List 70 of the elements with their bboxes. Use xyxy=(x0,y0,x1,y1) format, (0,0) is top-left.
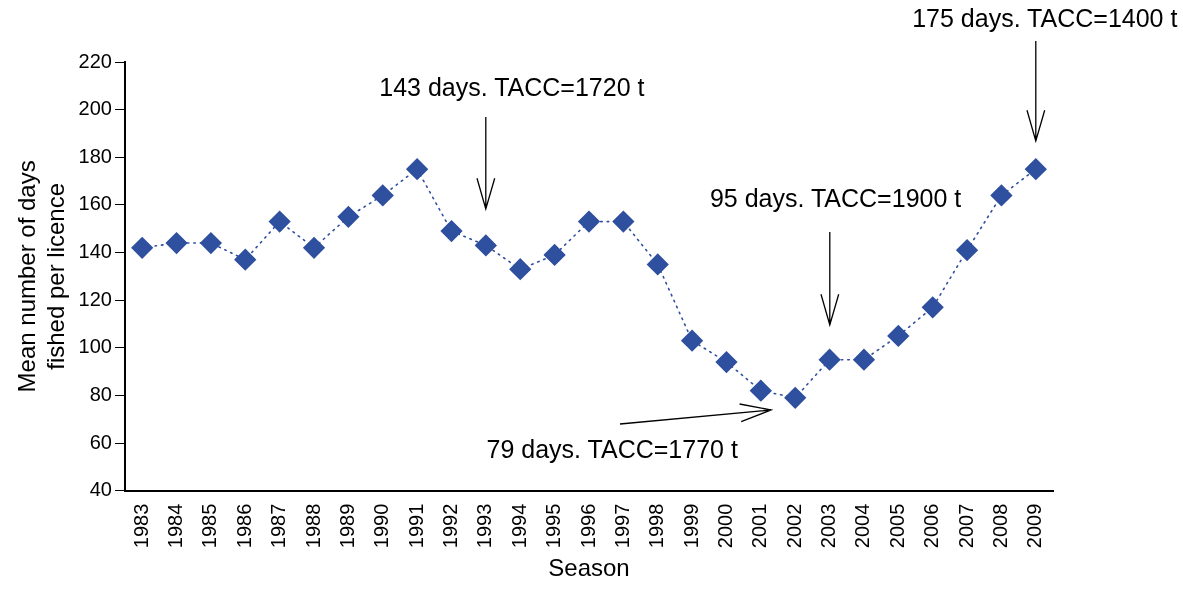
point xyxy=(578,210,600,233)
point xyxy=(715,351,738,373)
point xyxy=(337,206,360,228)
point xyxy=(750,379,772,402)
x-tick-label: 2001 xyxy=(748,503,771,549)
x-tick-label: 2002 xyxy=(782,503,805,549)
point xyxy=(543,244,566,266)
annotation: 79 days. TACC=1770 t xyxy=(486,434,738,464)
point xyxy=(921,296,944,319)
point xyxy=(784,387,807,409)
point xyxy=(990,184,1013,207)
x-tick-label: 1990 xyxy=(370,503,393,549)
y-tick-label: 180 xyxy=(78,144,112,167)
x-tick-label: 1995 xyxy=(542,503,565,549)
x-tick-label: 1988 xyxy=(301,503,324,549)
y-tick-label: 200 xyxy=(78,97,112,120)
x-tick-label: 1989 xyxy=(335,503,358,549)
point xyxy=(131,236,153,259)
point xyxy=(612,210,635,233)
x-tick-label: 1996 xyxy=(576,503,599,549)
y-tick-label: 140 xyxy=(78,240,112,263)
x-tick-label: 2004 xyxy=(851,503,874,549)
point xyxy=(509,258,532,281)
annotation: 95 days. TACC=1900 t xyxy=(709,183,962,213)
x-tick-label: 1987 xyxy=(267,503,290,549)
x-tick-label: 1993 xyxy=(473,503,496,549)
text: 175 days. TACC=1400 t xyxy=(912,3,1178,33)
point xyxy=(887,325,910,347)
x-tick-label: 2005 xyxy=(885,503,908,549)
point xyxy=(234,248,257,271)
annotation: 143 days. TACC=1720 t xyxy=(379,72,645,102)
x-tick-label: 1984 xyxy=(164,503,187,549)
point xyxy=(440,220,463,242)
point xyxy=(200,232,222,254)
x-tick-label: 1992 xyxy=(439,503,462,549)
y-tick-label: 80 xyxy=(89,382,112,405)
y-tick-label: 100 xyxy=(78,335,112,358)
point xyxy=(371,184,394,207)
y-tick-label: 60 xyxy=(89,430,112,453)
point xyxy=(956,239,978,261)
x-tick-label: 1991 xyxy=(404,503,427,549)
y-tick-label: 120 xyxy=(78,287,112,310)
x-tick-label: 1999 xyxy=(679,503,702,549)
x-tick-label: 2003 xyxy=(817,503,840,549)
x-tick-label: 2007 xyxy=(954,503,977,549)
point xyxy=(268,210,291,233)
point xyxy=(681,329,703,352)
x-tick-label: 1983 xyxy=(129,503,152,549)
point xyxy=(646,253,669,276)
point xyxy=(406,158,428,180)
point xyxy=(818,348,841,371)
x-tick-label: 2000 xyxy=(713,503,736,549)
x-tick-label: 1998 xyxy=(645,503,668,549)
point xyxy=(475,234,497,257)
x-tick-label: 2009 xyxy=(1023,503,1046,549)
x-tick-label: 2008 xyxy=(988,503,1011,549)
y-tick-label: 160 xyxy=(78,192,112,215)
point xyxy=(165,232,188,254)
x-tick-label: 1994 xyxy=(507,503,530,549)
y-tick-label: 40 xyxy=(89,478,112,501)
point xyxy=(853,348,875,371)
point xyxy=(1025,158,1047,180)
x-axis-title: Season xyxy=(548,554,630,582)
x-tick-label: 2006 xyxy=(920,503,943,549)
x-tick-label: 1985 xyxy=(198,503,221,549)
x-tick-label: 1986 xyxy=(232,503,255,549)
point xyxy=(303,236,325,259)
y-axis-title: Mean number of days fished per licence xyxy=(13,160,69,393)
y-tick-label: 220 xyxy=(78,49,112,72)
x-tick-label: 1997 xyxy=(610,503,633,549)
